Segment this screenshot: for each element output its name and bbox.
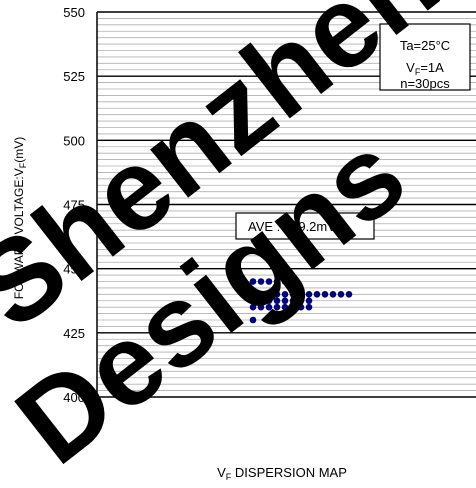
data-point — [273, 278, 281, 285]
condition-sample-count: n=30pcs — [400, 76, 450, 91]
data-point — [249, 278, 257, 285]
data-point — [289, 303, 297, 311]
data-point — [265, 297, 273, 305]
y-axis-label: FORWARD VOLTAGE:VF(mV) — [12, 137, 28, 299]
data-point — [321, 291, 329, 298]
data-point — [289, 278, 297, 285]
y-tick-labels: 550 525 500 475 450 425 400 — [63, 5, 85, 405]
conditions-box — [379, 23, 471, 91]
data-point — [305, 291, 313, 298]
data-point — [273, 291, 281, 298]
data-point — [249, 291, 257, 298]
y-tick-label: 425 — [63, 326, 85, 341]
data-point — [273, 303, 281, 311]
average-legend: AVE : 439.2mV — [235, 212, 375, 240]
data-point — [289, 297, 297, 305]
average-label: AVE : 439.2mV — [248, 219, 336, 234]
y-tick-label: 400 — [63, 390, 85, 405]
x-axis-label: VF DISPERSION MAP — [217, 465, 347, 482]
data-point — [297, 297, 305, 305]
data-point — [249, 316, 257, 324]
data-point — [257, 297, 265, 305]
data-point — [265, 291, 273, 298]
data-point — [281, 303, 289, 311]
y-tick-label: 475 — [63, 198, 85, 213]
y-tick-label: 525 — [63, 69, 85, 84]
data-point — [337, 291, 345, 298]
data-points — [249, 278, 353, 324]
data-point — [313, 291, 321, 298]
y-tick-label: 550 — [63, 5, 85, 20]
data-point — [249, 297, 257, 305]
y-tick-label: 450 — [63, 262, 85, 277]
data-point — [281, 291, 289, 298]
data-point — [305, 303, 313, 311]
condition-current: VF=1A — [406, 60, 444, 77]
data-point — [273, 297, 281, 305]
data-point — [297, 303, 305, 311]
data-point — [281, 278, 289, 285]
data-point — [249, 303, 257, 311]
data-point — [257, 303, 265, 311]
data-point — [289, 291, 297, 298]
data-point — [257, 291, 265, 298]
data-point — [265, 278, 273, 285]
conditions-legend: Ta=25°C VF=1A n=30pcs — [379, 23, 471, 91]
y-tick-label: 500 — [63, 133, 85, 148]
data-point — [257, 278, 265, 285]
data-point — [265, 303, 273, 311]
condition-temperature: Ta=25°C — [400, 38, 450, 53]
data-point — [345, 291, 353, 298]
data-point — [305, 297, 313, 305]
data-point — [329, 291, 337, 298]
data-point — [297, 291, 305, 298]
average-box — [235, 212, 375, 240]
data-point — [281, 297, 289, 305]
major-grid — [97, 11, 476, 398]
